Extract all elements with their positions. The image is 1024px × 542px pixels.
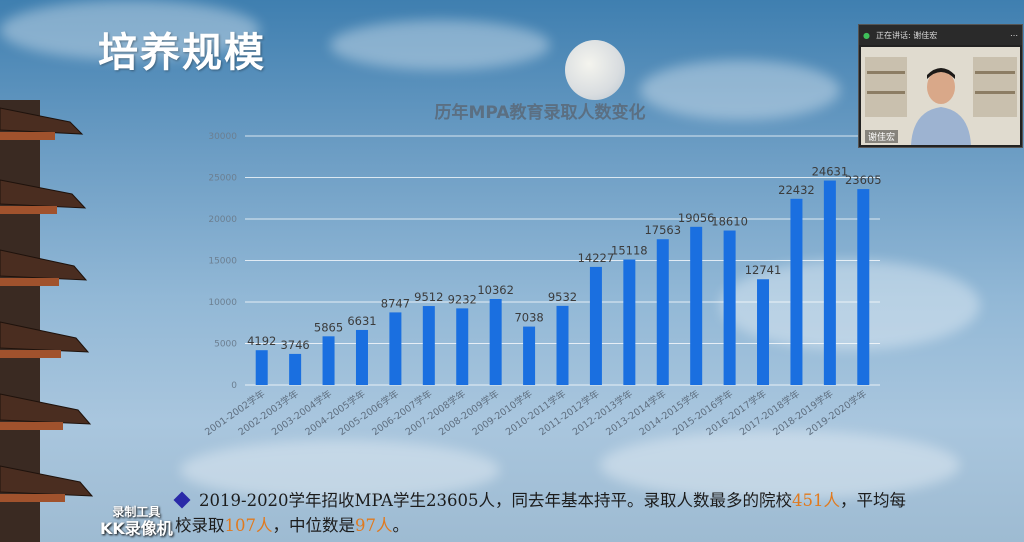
data-label: 18610 — [711, 215, 748, 229]
summary-part: 。 — [392, 516, 410, 535]
data-label: 14227 — [578, 251, 615, 265]
bar — [422, 306, 435, 385]
watermark-line2: KK录像机 — [100, 519, 173, 538]
bar — [589, 266, 602, 385]
data-label: 9532 — [548, 290, 577, 304]
bar — [489, 298, 502, 385]
x-tick-label: 2013-2014学年 — [604, 387, 669, 438]
speaker-name: 谢佳宏 — [865, 130, 899, 143]
data-label: 8747 — [381, 296, 410, 310]
y-axis-ticks: 0 5000 10000 15000 20000 25000 30000 — [208, 132, 237, 391]
data-label: 10362 — [477, 283, 514, 297]
data-label: 4192 — [247, 334, 276, 348]
bar — [355, 329, 368, 385]
x-tick-label: 2016-2017学年 — [704, 387, 769, 438]
x-tick-label: 2006-2007学年 — [370, 387, 435, 438]
mic-icon: ● — [863, 30, 870, 40]
watermark-logo: 录制工具 KK录像机 — [100, 505, 173, 538]
summary-text: 2019-2020学年招收MPA学生23605人，同去年基本持平。录取人数最多的… — [175, 488, 915, 538]
max-enrollment-value: 451人 — [791, 491, 840, 510]
bar — [456, 308, 469, 385]
y-tick-label: 15000 — [208, 257, 237, 267]
summary-part: ，中位数是 — [272, 516, 356, 535]
bar — [389, 312, 402, 385]
data-label: 23605 — [845, 173, 882, 187]
cloud — [640, 60, 840, 120]
bar — [656, 239, 669, 385]
slide-title: 培养规模 — [98, 30, 266, 76]
cloud — [330, 20, 550, 70]
speaker-video: 谢佳宏 — [861, 47, 1020, 145]
median-enrollment-value: 97人 — [355, 516, 393, 535]
data-label: 15118 — [611, 244, 648, 258]
y-tick-label: 25000 — [208, 174, 237, 184]
x-tick-label: 2012-2013学年 — [570, 387, 635, 438]
cloud — [0, 0, 260, 60]
bar — [757, 279, 770, 385]
y-tick-label: 0 — [231, 381, 237, 391]
x-tick-label: 2001-2002学年 — [203, 387, 268, 438]
bars — [255, 180, 870, 385]
video-header: ● 正在讲话: 谢佳宏 ⋯ — [859, 25, 1022, 45]
data-label: 22432 — [778, 183, 815, 197]
bar — [623, 259, 636, 385]
x-tick-label: 2017-2018学年 — [737, 387, 802, 438]
bar — [289, 353, 302, 385]
bar — [523, 326, 536, 385]
data-label: 12741 — [745, 263, 782, 277]
moon-image — [565, 40, 625, 100]
bar — [823, 180, 836, 385]
bar — [255, 350, 268, 385]
bar-chart: 0 5000 10000 15000 20000 25000 30000 4192 3746 5… — [203, 132, 882, 438]
data-label: 24631 — [812, 165, 849, 179]
x-tick-label: 2015-2016学年 — [670, 387, 735, 438]
cloud — [180, 440, 500, 500]
video-panel[interactable]: ● 正在讲话: 谢佳宏 ⋯ 谢佳宏 — [858, 24, 1023, 148]
data-label: 19056 — [678, 211, 715, 225]
summary-part: ，平均每校录取 — [175, 491, 906, 535]
x-tick-label: 2010-2011学年 — [503, 387, 568, 438]
summary-part: 2019-2020学年招收MPA学生23605人，同去年基本持平。录取人数最多的… — [199, 491, 792, 510]
speaker-video-image — [861, 47, 1020, 145]
bar — [790, 198, 803, 385]
data-label: 3746 — [280, 338, 309, 352]
bar — [322, 336, 335, 385]
bar — [556, 305, 569, 385]
watermark-line1: 录制工具 — [112, 505, 161, 519]
bar — [857, 189, 870, 385]
x-tick-label: 2002-2003学年 — [236, 387, 301, 438]
data-label: 9512 — [414, 290, 443, 304]
x-tick-label: 2007-2008学年 — [403, 387, 468, 438]
y-tick-label: 5000 — [214, 340, 237, 350]
x-tick-label: 2011-2012学年 — [537, 387, 602, 438]
data-label: 7038 — [514, 311, 543, 325]
bar — [690, 226, 703, 385]
pagoda-image — [0, 100, 94, 542]
cloud — [600, 430, 960, 500]
data-label: 6631 — [347, 314, 376, 328]
x-tick-label: 2018-2019学年 — [771, 387, 836, 438]
x-tick-label: 2004-2005学年 — [303, 387, 368, 438]
x-tick-label: 2008-2009学年 — [437, 387, 502, 438]
x-tick-label: 2005-2006学年 — [336, 387, 401, 438]
y-tick-label: 10000 — [208, 298, 237, 308]
bar — [723, 230, 736, 385]
y-tick-label: 20000 — [208, 215, 237, 225]
speaking-status: 正在讲话: 谢佳宏 — [875, 30, 938, 40]
data-label: 5865 — [314, 320, 343, 334]
x-tick-label: 2019-2020学年 — [804, 387, 869, 438]
x-tick-label: 2003-2004学年 — [269, 387, 334, 438]
data-label: 17563 — [644, 223, 681, 237]
x-tick-label: 2014-2015学年 — [637, 387, 702, 438]
data-label: 9232 — [448, 292, 477, 306]
y-tick-label: 30000 — [208, 132, 237, 142]
x-axis-ticks: 2001-2002学年2002-2003学年2003-2004学年2004-20… — [203, 387, 870, 438]
chart-title: 历年MPA教育录取人数变化 — [434, 103, 646, 123]
average-enrollment-value: 107人 — [224, 516, 273, 535]
more-icon[interactable]: ⋯ — [1010, 30, 1018, 40]
x-tick-label: 2009-2010学年 — [470, 387, 535, 438]
